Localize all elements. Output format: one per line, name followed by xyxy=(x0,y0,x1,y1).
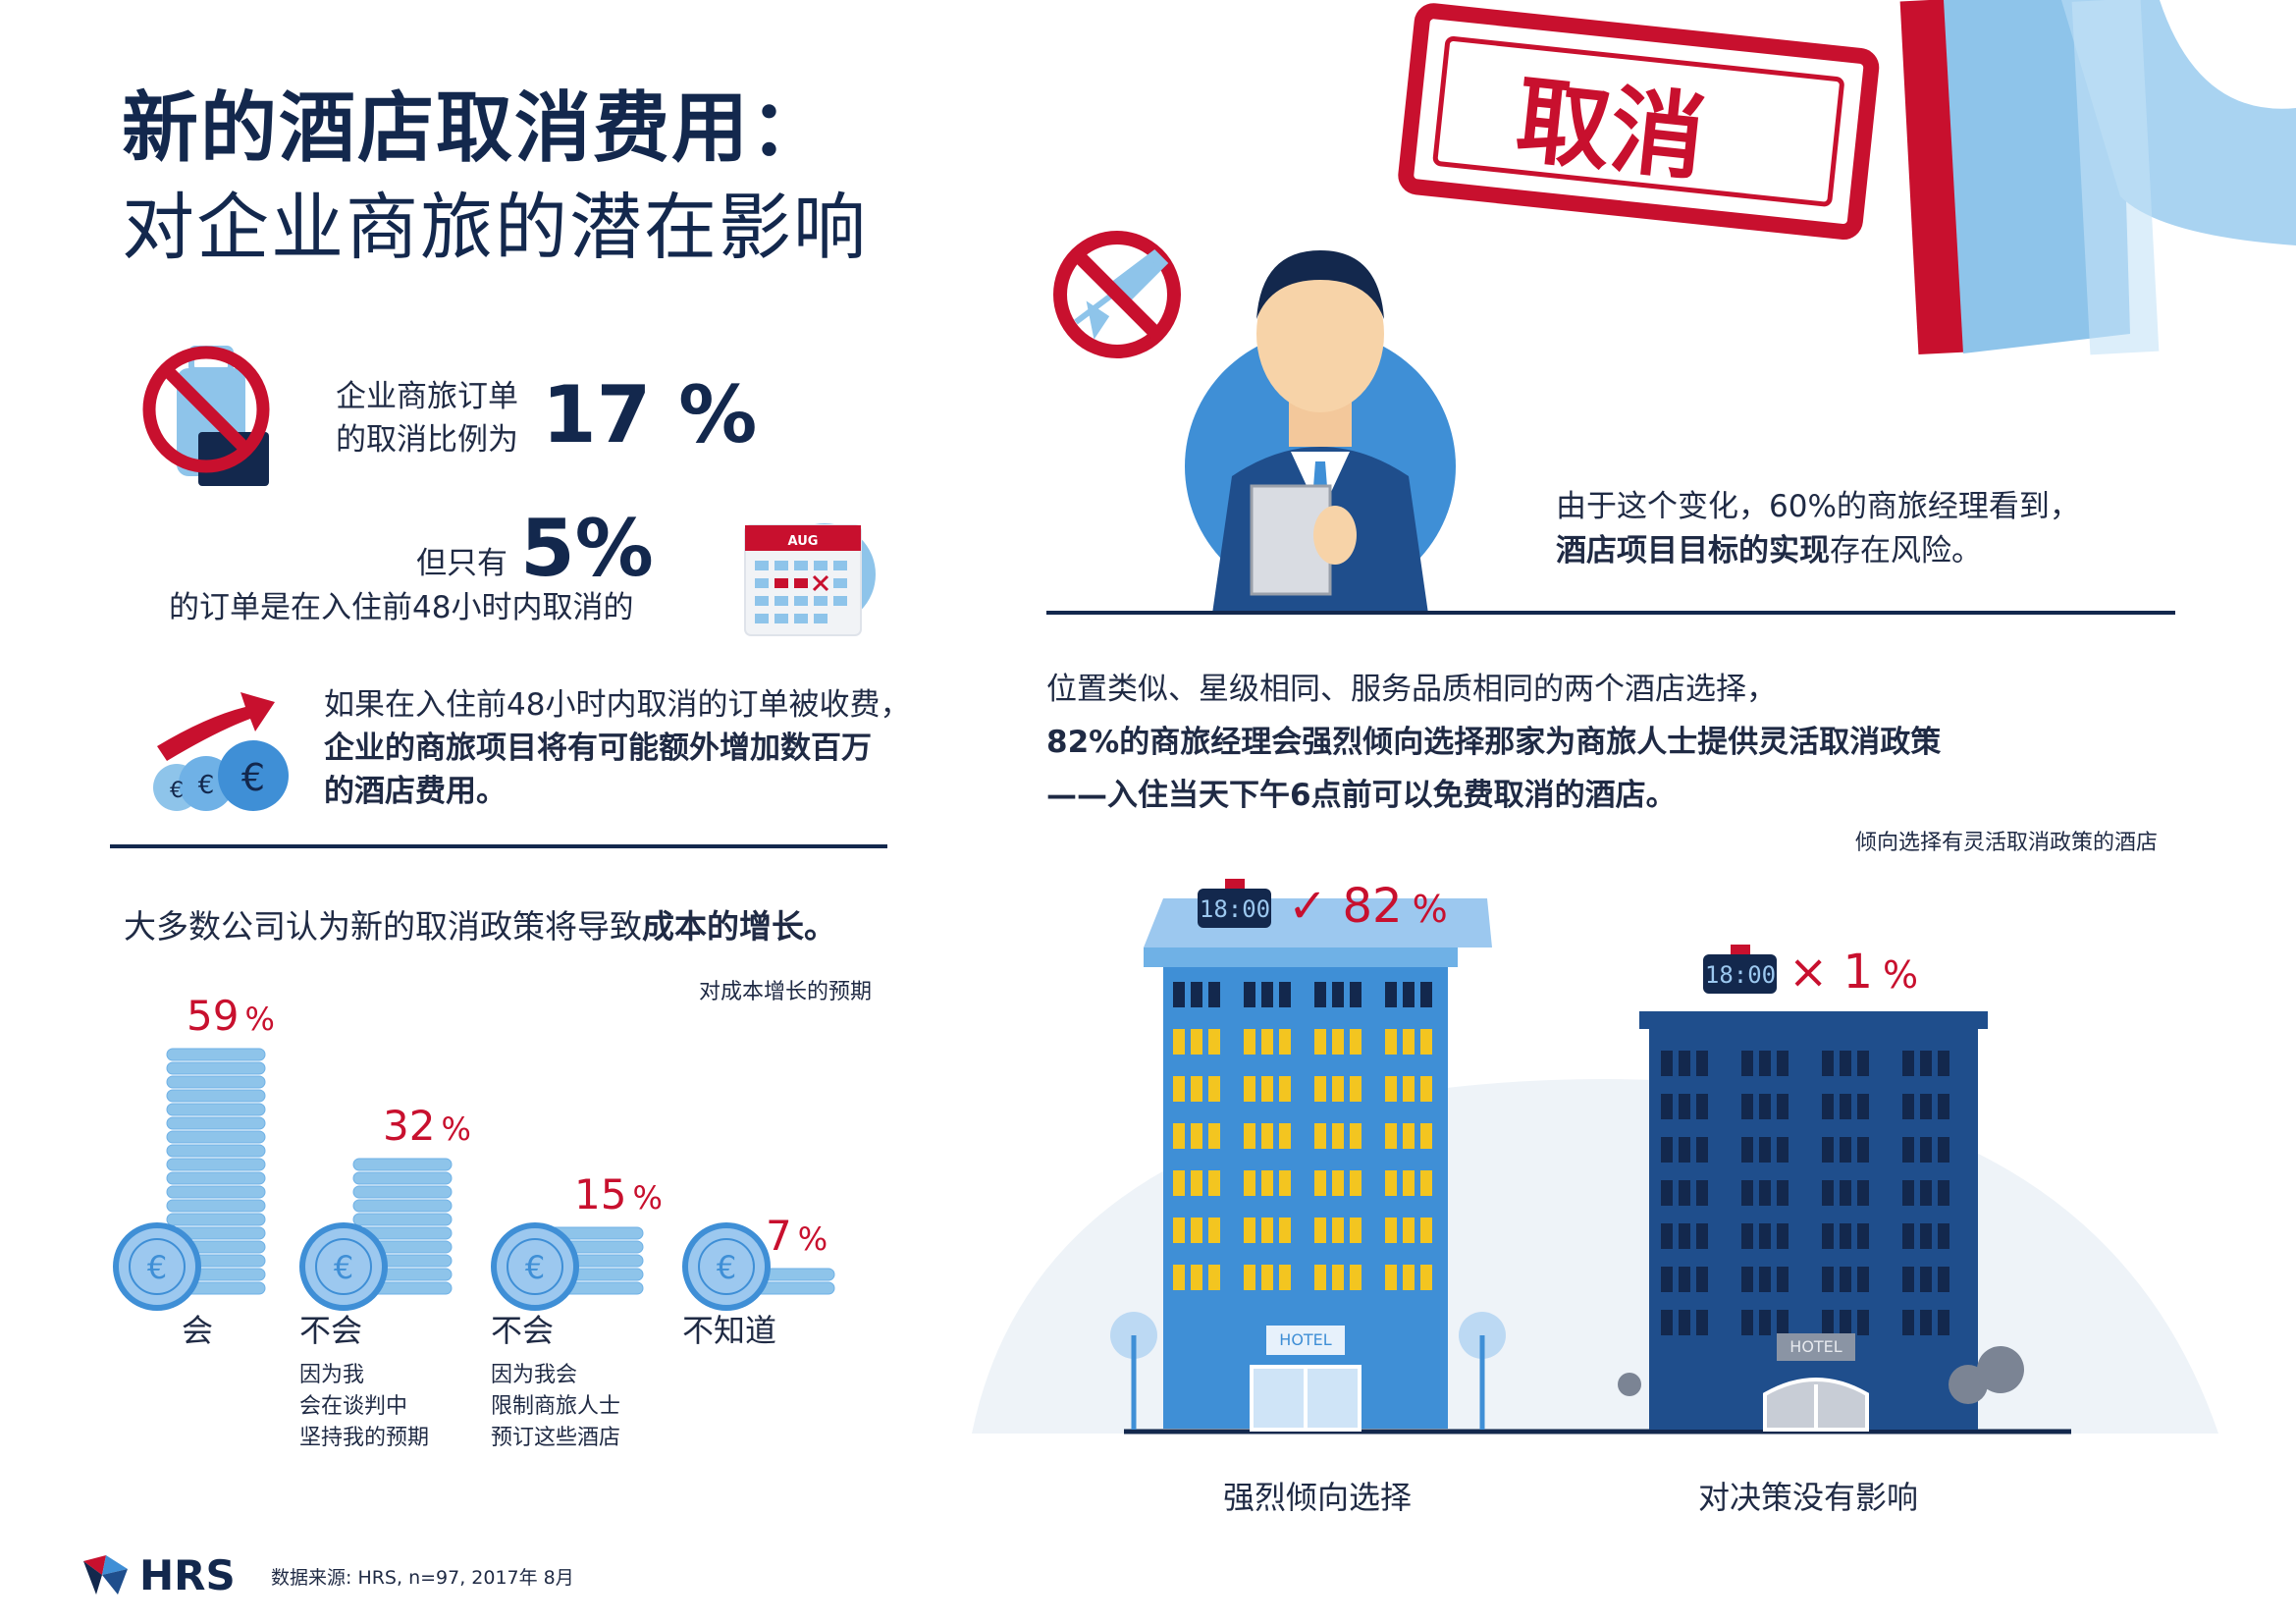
stamp-frame xyxy=(1398,3,1880,241)
stat3-line2: 企业的商旅项目将有可能额外增加数百万 xyxy=(324,731,872,766)
hotel-2-value: 1 xyxy=(1842,945,1874,1000)
hotel-1-building: HOTEL xyxy=(1110,898,1506,1432)
cost-value-label-4: 7% xyxy=(766,1212,828,1260)
hotel-2-mark: × xyxy=(1789,945,1829,1000)
cost-note-2-3: 坚持我的预期 xyxy=(299,1426,430,1450)
stat2-value: 5% xyxy=(520,503,654,594)
euro-coin-1 xyxy=(113,1222,201,1311)
choice-line2: 82%的商旅经理会强烈倾向选择那家为商旅人士提供灵活取消政策 xyxy=(1046,725,1942,760)
hotel-1-caption: 强烈倾向选择 xyxy=(1223,1479,1413,1516)
hotel-2-building: HOTEL xyxy=(1618,1011,2024,1432)
hotel-1-percent: ✓ 82% xyxy=(1288,879,1448,934)
cost-category-2: 不会 xyxy=(299,1312,363,1349)
euro-symbol-4: € xyxy=(717,1249,736,1286)
hotel-2-sign: HOTEL xyxy=(1789,1337,1842,1356)
calendar-month: AUG xyxy=(788,534,819,549)
cost-note-3-2: 限制商旅人士 xyxy=(491,1394,621,1419)
cost-value-label-1: 59% xyxy=(187,992,275,1040)
cost-value-label-2: 32% xyxy=(383,1102,471,1150)
stat2-line2: 的订单是在入住前48小时内取消的 xyxy=(169,590,634,625)
cost-note-3-1: 因为我会 xyxy=(491,1363,578,1387)
stat1-label-line2: 的取消比例为 xyxy=(336,422,518,458)
cost-value-label-3: 15% xyxy=(574,1170,663,1218)
hotel-1-unit: % xyxy=(1412,888,1448,931)
page-subtitle: 对企业商旅的潜在影响 xyxy=(122,186,868,270)
hotel-1-clock xyxy=(1198,889,1271,928)
cost-chart-caption: 对成本增长的预期 xyxy=(699,980,873,1004)
stat3-line3: 的酒店费用。 xyxy=(324,774,507,809)
hotel-2-caption: 对决策没有影响 xyxy=(1698,1479,1919,1516)
euro-coin-3 xyxy=(491,1222,579,1311)
hotel-2-unit: % xyxy=(1883,953,1919,997)
risk-line2-rest: 存在风险。 xyxy=(1830,533,1982,568)
choice-chart-caption: 倾向选择有灵活取消政策的酒店 xyxy=(1855,831,2159,855)
page-title: 新的酒店取消费用： xyxy=(122,84,829,173)
euro-coin-4 xyxy=(682,1222,771,1311)
cancel-stamp-illustration: 取消 xyxy=(1398,0,2296,355)
hrs-logo-text: HRS xyxy=(139,1551,236,1599)
source-note: 数据来源: HRS, n=97, 2017年 8月 xyxy=(271,1567,574,1589)
euro-coin-2 xyxy=(299,1222,388,1311)
calendar-icon: AUG xyxy=(744,523,876,636)
hotel-2-percent: × 1% xyxy=(1789,945,1918,1000)
cost-note-2-2: 会在谈判中 xyxy=(299,1394,408,1419)
money-bags-rising-icon: € € € xyxy=(153,692,289,811)
no-flight-icon xyxy=(1053,231,1181,358)
euro-symbol-1: € xyxy=(147,1249,167,1286)
cost-category-3: 不会 xyxy=(491,1312,555,1349)
businessman-illustration xyxy=(1185,250,1456,614)
svg-text:18:00: 18:00 xyxy=(1705,961,1776,989)
cost-coin-chart: € € € € xyxy=(113,1048,835,1311)
hotel-1-mark: ✓ xyxy=(1288,879,1328,934)
hrs-logo-mark xyxy=(83,1555,128,1595)
choice-line3: ——入住当天下午6点前可以免费取消的酒店。 xyxy=(1046,778,1677,813)
stat1-label-line1: 企业商旅订单 xyxy=(336,379,518,414)
stat3-line1: 如果在入住前48小时内取消的订单被收费， xyxy=(324,687,911,723)
hotels-illustration: HOTEL HOTEL 18:00 18:00 xyxy=(972,879,2218,1435)
euro-symbol-3: € xyxy=(525,1249,545,1286)
cost-note-3-3: 预订这些酒店 xyxy=(491,1426,621,1450)
choice-line1: 位置类似、星级相同、服务品质相同的两个酒店选择， xyxy=(1046,672,1777,707)
stamp-text: 取消 xyxy=(1512,65,1711,193)
risk-line2: 酒店项目目标的实现存在风险。 xyxy=(1556,529,1982,572)
svg-text:€: € xyxy=(198,771,215,800)
euro-symbol-2: € xyxy=(334,1249,353,1286)
risk-line1: 由于这个变化，60%的商旅经理看到， xyxy=(1556,489,2080,524)
hotel-2-clock xyxy=(1703,954,1777,994)
svg-text:18:00: 18:00 xyxy=(1200,895,1270,923)
stat1-value: 17 % xyxy=(542,369,758,460)
cost-heading-bold: 成本的增长。 xyxy=(642,907,836,946)
cost-category-1: 会 xyxy=(182,1312,214,1349)
no-luggage-icon xyxy=(142,346,270,486)
cost-heading-plain: 大多数公司认为新的取消政策将导致 xyxy=(124,907,642,946)
hotel-1-value: 82 xyxy=(1342,879,1403,934)
cost-category-4: 不知道 xyxy=(682,1312,777,1349)
svg-text:€: € xyxy=(241,756,265,799)
svg-text:€: € xyxy=(170,779,184,803)
left-divider xyxy=(110,844,887,848)
cost-heading: 大多数公司认为新的取消政策将导致成本的增长。 xyxy=(124,905,836,948)
right-divider xyxy=(1046,611,2175,615)
risk-line2-bold: 酒店项目目标的实现 xyxy=(1556,533,1830,568)
hotel-1-sign: HOTEL xyxy=(1279,1330,1332,1349)
cost-note-2-1: 因为我 xyxy=(299,1363,365,1387)
stat2-prefix: 但只有 xyxy=(416,546,507,581)
